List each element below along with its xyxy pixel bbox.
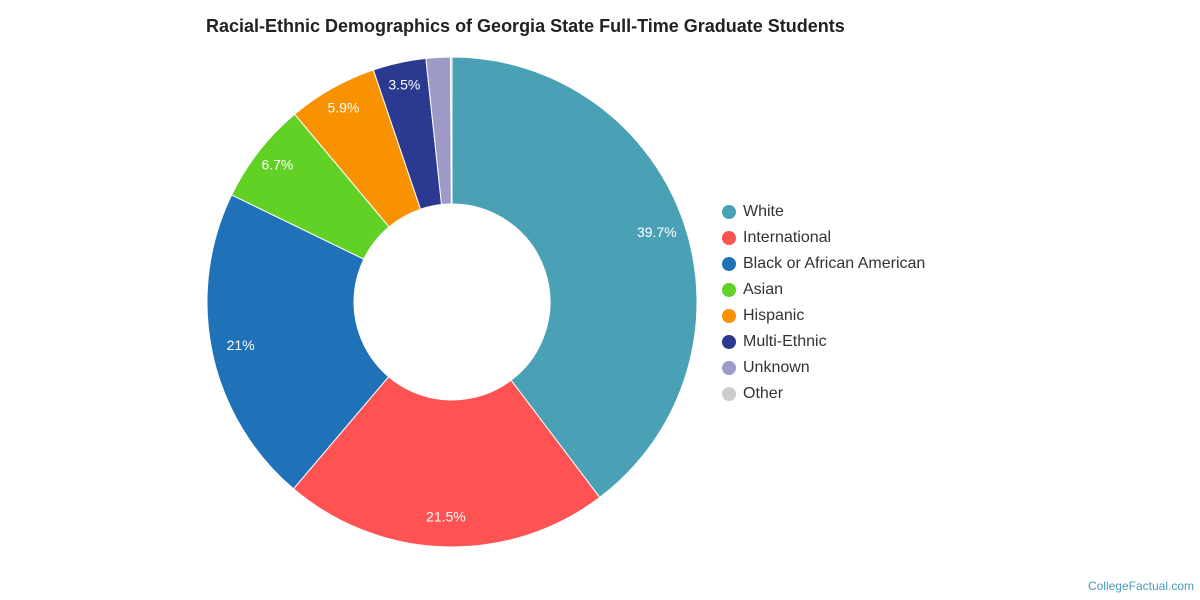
legend-swatch xyxy=(722,309,736,323)
slice xyxy=(206,194,390,490)
legend-swatch xyxy=(722,335,736,349)
legend-swatch xyxy=(722,387,736,401)
legend-label: Unknown xyxy=(743,359,810,376)
data-label: 5.9% xyxy=(328,100,360,116)
slice xyxy=(292,376,601,548)
data-label: 6.7% xyxy=(261,156,293,172)
legend-label: International xyxy=(743,229,831,246)
legend-swatch xyxy=(722,361,736,375)
data-label: 3.5% xyxy=(388,76,420,92)
legend-label: White xyxy=(743,203,784,220)
legend-label: Multi-Ethnic xyxy=(743,333,827,350)
slice xyxy=(449,56,453,205)
legend-label: Asian xyxy=(743,281,783,298)
legend-swatch xyxy=(722,257,736,271)
legend-swatch xyxy=(722,231,736,245)
legend-swatch xyxy=(722,283,736,297)
data-label: 21.5% xyxy=(426,509,466,525)
legend-label: Hispanic xyxy=(743,307,804,324)
legend-swatch xyxy=(722,205,736,219)
source: CollegeFactual.com xyxy=(1088,579,1194,593)
data-label: 39.7% xyxy=(637,224,677,240)
data-label: 21% xyxy=(227,337,255,353)
slice xyxy=(451,56,698,499)
legend-label: Black or African American xyxy=(743,255,925,272)
legend-label: Other xyxy=(743,385,784,402)
chart-title: Racial-Ethnic Demographics of Georgia St… xyxy=(206,16,845,36)
